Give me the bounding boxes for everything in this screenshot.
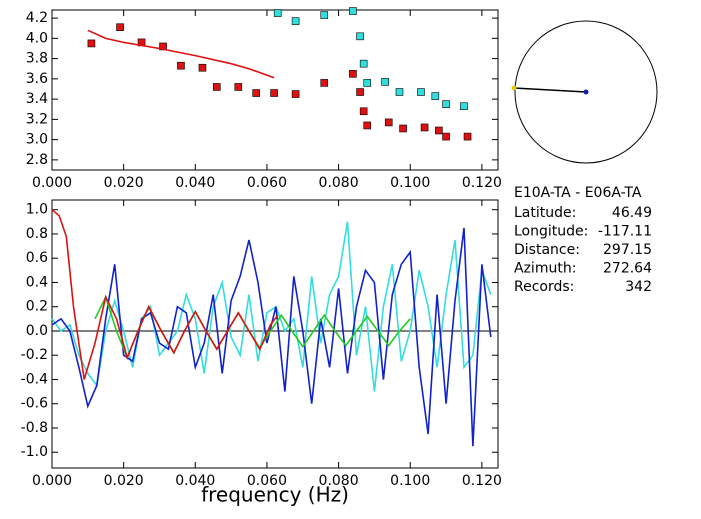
y-tick-label: 3.4 — [26, 91, 48, 107]
data-point — [363, 121, 372, 130]
y-tick-label: 3.2 — [26, 111, 48, 127]
info-value: 272.64 — [603, 261, 652, 277]
x-tick-label: 0.120 — [462, 473, 502, 489]
y-tick-label: -1.0 — [21, 444, 48, 460]
data-point — [460, 102, 468, 111]
data-point — [212, 83, 221, 91]
y-tick-label: 0.6 — [26, 250, 48, 266]
data-point — [291, 17, 300, 25]
data-point — [359, 59, 368, 68]
y-tick-label: -0.2 — [21, 347, 48, 363]
data-point — [349, 69, 357, 78]
data-point — [442, 100, 450, 108]
data-point — [349, 7, 357, 15]
x-tick-label: 0.100 — [390, 473, 430, 489]
center-dot — [583, 89, 589, 95]
x-tick-label: 0.100 — [390, 175, 430, 191]
info-label: Azimuth: — [514, 261, 576, 277]
y-tick-label: 2.8 — [26, 152, 48, 168]
info-label: Longitude: — [514, 224, 588, 240]
data-line — [87, 29, 275, 79]
azimuth-circle — [514, 20, 658, 164]
data-point — [431, 92, 440, 100]
data-point — [198, 63, 207, 72]
data-point — [381, 78, 389, 86]
x-tick-label: 0.000 — [32, 175, 72, 191]
y-tick-label: 4.2 — [26, 10, 48, 26]
x-tick-label: 0.000 — [32, 473, 72, 489]
azimuth-line — [513, 87, 587, 93]
x-tick-label: 0.020 — [104, 175, 144, 191]
data-point — [442, 132, 450, 141]
data-point — [116, 23, 124, 32]
info-value: 297.15 — [603, 242, 652, 258]
data-line — [51, 209, 279, 380]
data-point — [463, 132, 472, 141]
x-tick-label: 0.060 — [247, 175, 287, 191]
x-tick-label: 0.080 — [319, 175, 359, 191]
data-point — [320, 11, 329, 19]
data-point — [252, 89, 260, 97]
data-line — [51, 221, 492, 392]
station-dot — [511, 85, 517, 91]
data-point — [435, 126, 443, 135]
data-point — [291, 90, 300, 98]
info-label: Distance: — [514, 242, 580, 258]
data-point — [359, 107, 368, 116]
info-title: E10A-TA - E06A-TA — [514, 185, 642, 201]
x-tick-label: 0.060 — [247, 473, 287, 489]
x-tick-label: 0.120 — [462, 175, 502, 191]
info-label: Records: — [514, 279, 574, 295]
data-point — [420, 123, 429, 132]
data-line — [51, 227, 492, 447]
data-line — [94, 294, 411, 360]
y-tick-label: 3.6 — [26, 71, 48, 87]
info-label: Latitude: — [514, 205, 576, 221]
y-tick-label: 0.4 — [26, 274, 48, 290]
x-tick-label: 0.020 — [104, 473, 144, 489]
data-point — [270, 89, 278, 97]
data-point — [395, 88, 404, 96]
data-point — [356, 32, 364, 41]
data-point — [177, 61, 185, 70]
plot-frame — [51, 199, 499, 469]
data-point — [356, 88, 364, 96]
info-value: 46.49 — [612, 205, 652, 221]
x-tick-label: 0.040 — [175, 175, 215, 191]
info-value: 342 — [625, 279, 652, 295]
data-point — [363, 79, 372, 87]
data-point — [234, 83, 243, 91]
info-value: -117.11 — [598, 224, 652, 240]
data-point — [87, 39, 96, 48]
data-point — [417, 88, 425, 96]
x-tick-label: 0.040 — [175, 473, 215, 489]
data-point — [399, 124, 407, 133]
x-axis-label: frequency (Hz) — [201, 483, 349, 507]
y-tick-label: 1.0 — [26, 202, 48, 218]
y-tick-label: 0.2 — [26, 299, 48, 315]
y-tick-label: -0.8 — [21, 420, 48, 436]
x-tick-label: 0.080 — [319, 473, 359, 489]
y-tick-label: -0.6 — [21, 396, 48, 412]
data-point — [384, 118, 393, 127]
y-tick-label: 3.8 — [26, 51, 48, 67]
y-tick-label: 4.0 — [26, 30, 48, 46]
data-point — [273, 9, 282, 17]
data-point — [320, 79, 329, 87]
y-tick-label: -0.4 — [21, 371, 48, 387]
y-tick-label: 3.0 — [26, 132, 48, 148]
y-tick-label: 0.0 — [26, 323, 48, 339]
y-tick-label: 0.8 — [26, 226, 48, 242]
